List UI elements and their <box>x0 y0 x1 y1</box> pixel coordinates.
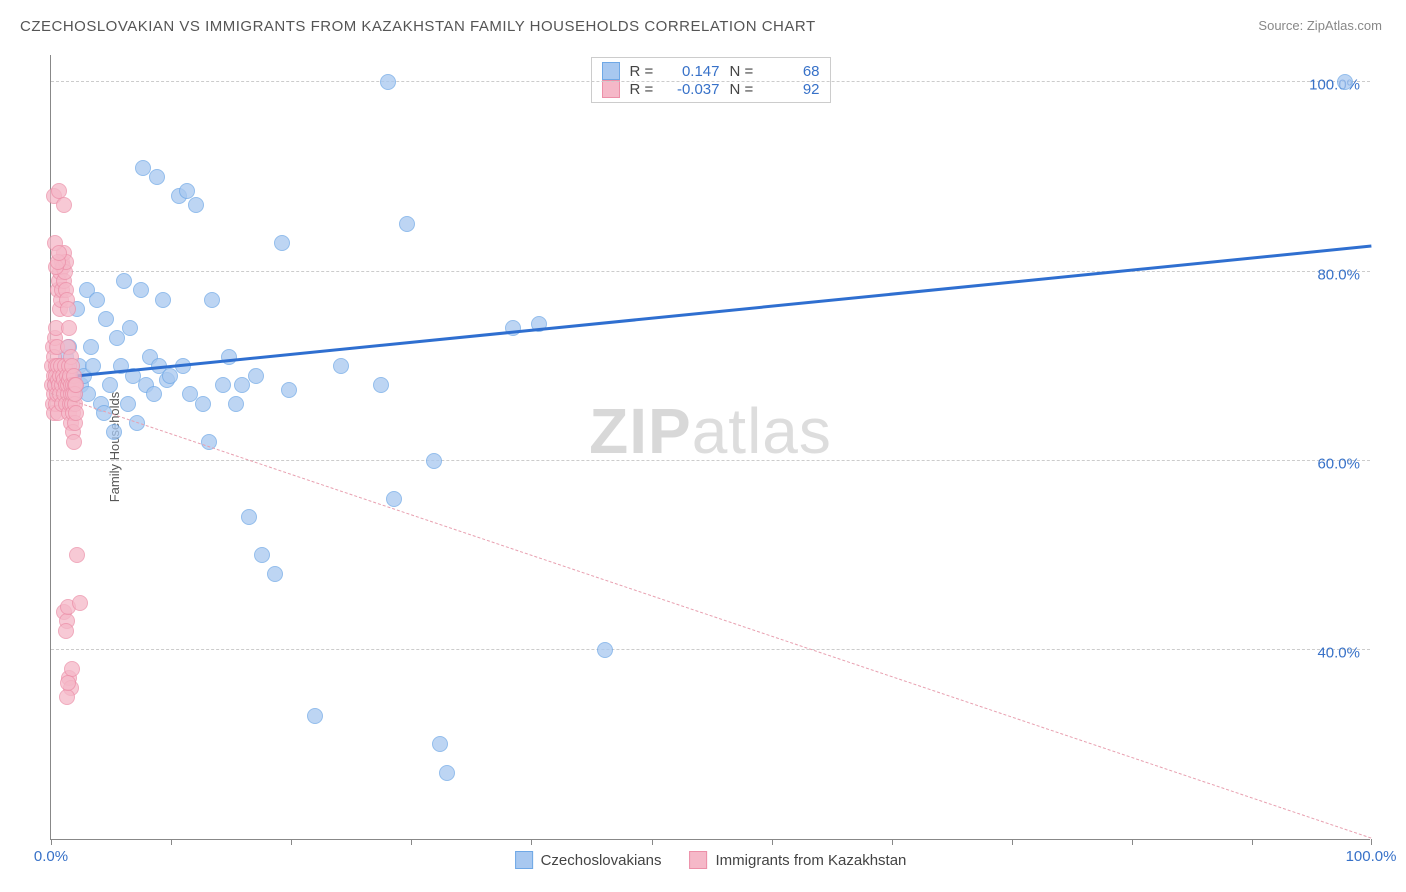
data-point-czech <box>116 273 132 289</box>
x-tick <box>51 839 52 845</box>
x-tick <box>1132 839 1133 845</box>
data-point-czech <box>149 169 165 185</box>
x-tick-label: 100.0% <box>1346 848 1397 865</box>
x-tick <box>291 839 292 845</box>
legend-r-label: R = <box>630 63 660 80</box>
data-point-czech <box>267 566 283 582</box>
data-point-czech <box>89 292 105 308</box>
legend-r-value: 0.147 <box>670 63 720 80</box>
data-point-czech <box>204 292 220 308</box>
data-point-czech <box>122 320 138 336</box>
data-point-kazakh <box>60 675 76 691</box>
data-point-czech <box>373 377 389 393</box>
data-point-czech <box>307 708 323 724</box>
trend-line-czech <box>51 245 1371 380</box>
legend-r-value: -0.037 <box>670 81 720 98</box>
data-point-kazakh <box>68 377 84 393</box>
data-point-czech <box>281 382 297 398</box>
legend-swatch <box>515 851 533 869</box>
legend-stats-row-czech: R = 0.147 N = 68 <box>602 62 820 80</box>
data-point-czech <box>83 339 99 355</box>
legend-r-label: R = <box>630 81 660 98</box>
data-point-czech <box>120 396 136 412</box>
data-point-czech <box>1337 74 1353 90</box>
data-point-czech <box>399 216 415 232</box>
x-tick <box>1371 839 1372 845</box>
legend-stats: R = 0.147 N = 68 R = -0.037 N = 92 <box>591 57 831 103</box>
data-point-kazakh <box>66 434 82 450</box>
source-label: Source: <box>1258 18 1303 33</box>
legend-n-label: N = <box>730 63 760 80</box>
data-point-czech <box>195 396 211 412</box>
x-tick <box>411 839 412 845</box>
gridline-h <box>51 271 1370 272</box>
legend-n-label: N = <box>730 81 760 98</box>
watermark-light: atlas <box>692 395 832 467</box>
data-point-kazakh <box>69 547 85 563</box>
data-point-czech <box>106 424 122 440</box>
watermark-bold: ZIP <box>589 395 692 467</box>
x-tick <box>171 839 172 845</box>
source-credit: Source: ZipAtlas.com <box>1258 18 1382 33</box>
data-point-czech <box>426 453 442 469</box>
watermark: ZIPatlas <box>589 394 832 468</box>
y-tick-label: 100.0% <box>1309 77 1360 94</box>
data-point-czech <box>179 183 195 199</box>
data-point-kazakh <box>59 689 75 705</box>
legend-swatch <box>602 62 620 80</box>
legend-item-kazakh: Immigrants from Kazakhstan <box>690 851 907 869</box>
x-tick-label: 0.0% <box>34 848 68 865</box>
data-point-czech <box>380 74 396 90</box>
legend-n-value: 68 <box>770 63 820 80</box>
legend-stats-row-kazakh: R = -0.037 N = 92 <box>602 80 820 98</box>
source-name: ZipAtlas.com <box>1307 18 1382 33</box>
legend-series: Czechoslovakians Immigrants from Kazakhst… <box>515 851 907 869</box>
data-point-czech <box>228 396 244 412</box>
data-point-kazakh <box>58 623 74 639</box>
y-tick-label: 80.0% <box>1317 266 1360 283</box>
data-point-czech <box>133 282 149 298</box>
legend-n-value: 92 <box>770 81 820 98</box>
data-point-czech <box>155 292 171 308</box>
data-point-czech <box>254 547 270 563</box>
gridline-h <box>51 81 1370 82</box>
x-tick <box>1012 839 1013 845</box>
legend-label: Czechoslovakians <box>541 852 662 869</box>
x-tick <box>1252 839 1253 845</box>
y-tick-label: 40.0% <box>1317 644 1360 661</box>
data-point-czech <box>102 377 118 393</box>
data-point-kazakh <box>56 197 72 213</box>
data-point-czech <box>215 377 231 393</box>
y-tick-label: 60.0% <box>1317 455 1360 472</box>
data-point-czech <box>274 235 290 251</box>
data-point-kazakh <box>61 320 77 336</box>
legend-label: Immigrants from Kazakhstan <box>716 852 907 869</box>
data-point-kazakh <box>72 595 88 611</box>
data-point-kazakh <box>60 301 76 317</box>
data-point-czech <box>439 765 455 781</box>
data-point-czech <box>432 736 448 752</box>
data-point-kazakh <box>68 405 84 421</box>
scatter-plot: Family Households ZIPatlas R =0.147N =68… <box>50 55 1370 840</box>
gridline-h <box>51 649 1370 650</box>
data-point-czech <box>333 358 349 374</box>
legend-item-czech: Czechoslovakians <box>515 851 662 869</box>
x-tick <box>892 839 893 845</box>
data-point-kazakh <box>51 245 67 261</box>
data-point-czech <box>98 311 114 327</box>
data-point-czech <box>188 197 204 213</box>
data-point-czech <box>386 491 402 507</box>
legend-swatch <box>602 80 620 98</box>
data-point-czech <box>248 368 264 384</box>
x-tick <box>531 839 532 845</box>
legend-swatch <box>690 851 708 869</box>
data-point-czech <box>146 386 162 402</box>
data-point-czech <box>597 642 613 658</box>
x-tick <box>772 839 773 845</box>
chart-title: CZECHOSLOVAKIAN VS IMMIGRANTS FROM KAZAK… <box>20 18 816 35</box>
x-tick <box>652 839 653 845</box>
data-point-czech <box>241 509 257 525</box>
